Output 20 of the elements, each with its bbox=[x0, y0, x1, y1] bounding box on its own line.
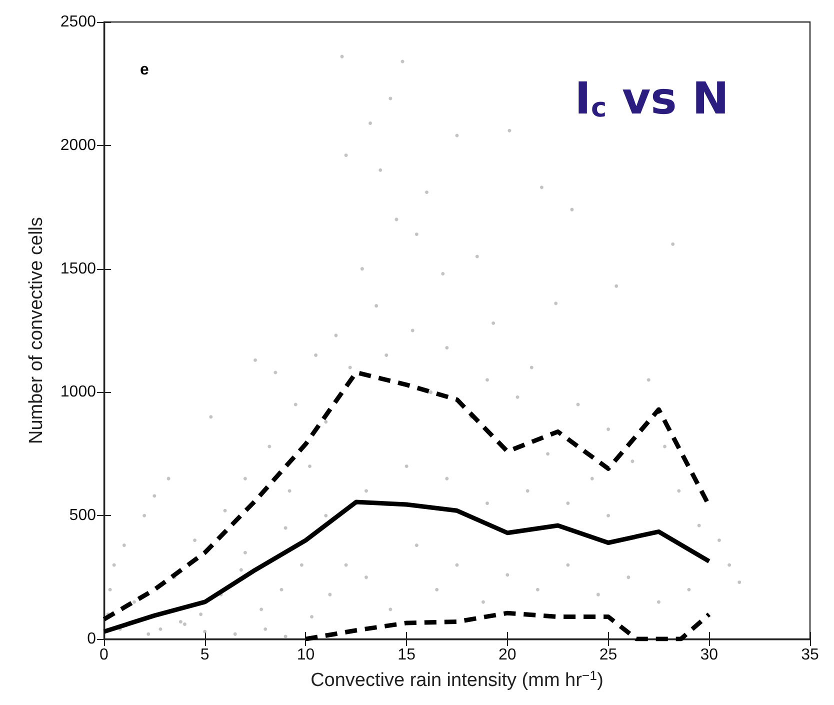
y-axis-title: Number of convective cells bbox=[26, 216, 47, 444]
x-tick-label: 35 bbox=[801, 646, 819, 664]
x-tick-label: 5 bbox=[200, 646, 210, 664]
x-tick-label: 15 bbox=[398, 646, 416, 664]
y-tick-label: 1000 bbox=[60, 384, 96, 401]
line-series bbox=[303, 610, 712, 642]
x-tick-label: 10 bbox=[296, 646, 315, 664]
line-series bbox=[102, 370, 712, 622]
y-tick-label: 0 bbox=[87, 630, 96, 648]
x-tick-label: 0 bbox=[100, 646, 109, 664]
y-tick-label: 2000 bbox=[60, 136, 96, 154]
y-tick-label: 1500 bbox=[60, 260, 96, 278]
x-tick-label: 30 bbox=[700, 646, 718, 664]
line-series bbox=[102, 500, 712, 634]
y-tick-label: 500 bbox=[69, 507, 96, 524]
y-tick-label: 2500 bbox=[60, 14, 96, 30]
x-tick-label: 25 bbox=[599, 646, 618, 664]
text: Ic vs N bbox=[574, 74, 730, 124]
x-tick-label: 20 bbox=[498, 646, 516, 664]
annotation: e bbox=[140, 62, 149, 78]
